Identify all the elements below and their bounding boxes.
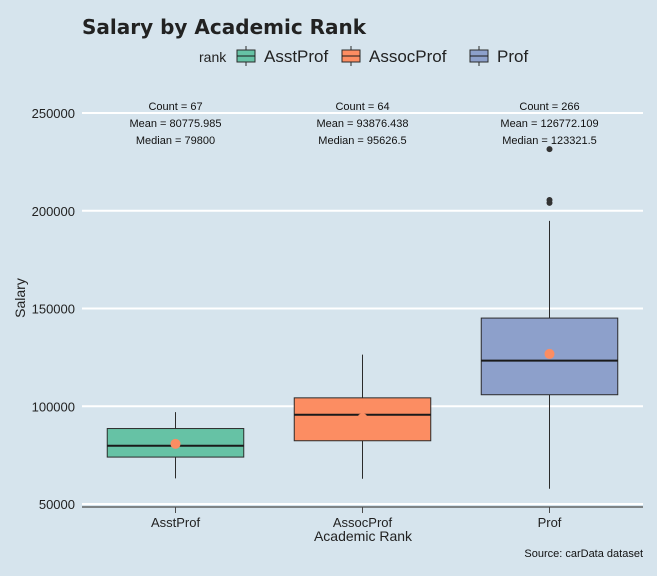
box-assocprof [293, 354, 432, 479]
legend-item-assocprof: AssocProf [341, 46, 447, 66]
x-axis-title: Academic Rank [314, 528, 413, 544]
summary-label: Median = 123321.5 [502, 135, 597, 147]
y-axis: 50000 100000 150000 200000 250000 [32, 106, 75, 512]
summary-label: Mean = 126772.109 [500, 118, 598, 130]
summary-label: Mean = 80775.985 [129, 118, 221, 130]
chart-title: Salary by Academic Rank [82, 15, 367, 39]
summary-label: Median = 79800 [136, 135, 215, 147]
outlier-point [546, 196, 553, 203]
y-tick-label: 250000 [32, 106, 75, 121]
y-tick-label: 150000 [32, 302, 75, 317]
caption: Source: carData dataset [524, 548, 643, 560]
summary-label: Count = 67 [148, 101, 202, 113]
legend-item-prof: Prof [469, 46, 528, 66]
summary-label: Count = 266 [519, 101, 579, 113]
y-axis-title: Salary [12, 278, 28, 318]
mean-point [357, 413, 368, 424]
mean-point [544, 348, 555, 359]
summary-label: Mean = 93876.438 [316, 118, 408, 130]
legend-title: rank [199, 49, 227, 65]
summary-label: Count = 64 [335, 101, 389, 113]
x-tick-label: AssocProf [333, 515, 393, 530]
y-tick-label: 100000 [32, 399, 75, 414]
legend: AsstProf AssocProf Prof [236, 46, 528, 66]
legend-label: AsstProf [264, 47, 329, 66]
mean-point [170, 438, 181, 449]
annotations: Count = 67 Mean = 80775.985 Median = 79800… [129, 101, 598, 147]
legend-label: Prof [497, 47, 528, 66]
y-tick-label: 200000 [32, 204, 75, 219]
outlier-point [546, 146, 553, 153]
summary-label: Median = 95626.5 [318, 135, 406, 147]
y-tick-label: 50000 [39, 497, 75, 512]
x-tick-label: AsstProf [151, 515, 201, 530]
legend-item-asstprof: AsstProf [236, 46, 329, 66]
x-axis: AsstProf AssocProf Prof [82, 506, 643, 530]
box-asstprof [106, 412, 245, 479]
x-tick-label: Prof [538, 515, 562, 530]
boxes [106, 146, 619, 489]
box-prof [480, 146, 619, 489]
legend-label: AssocProf [369, 47, 447, 66]
